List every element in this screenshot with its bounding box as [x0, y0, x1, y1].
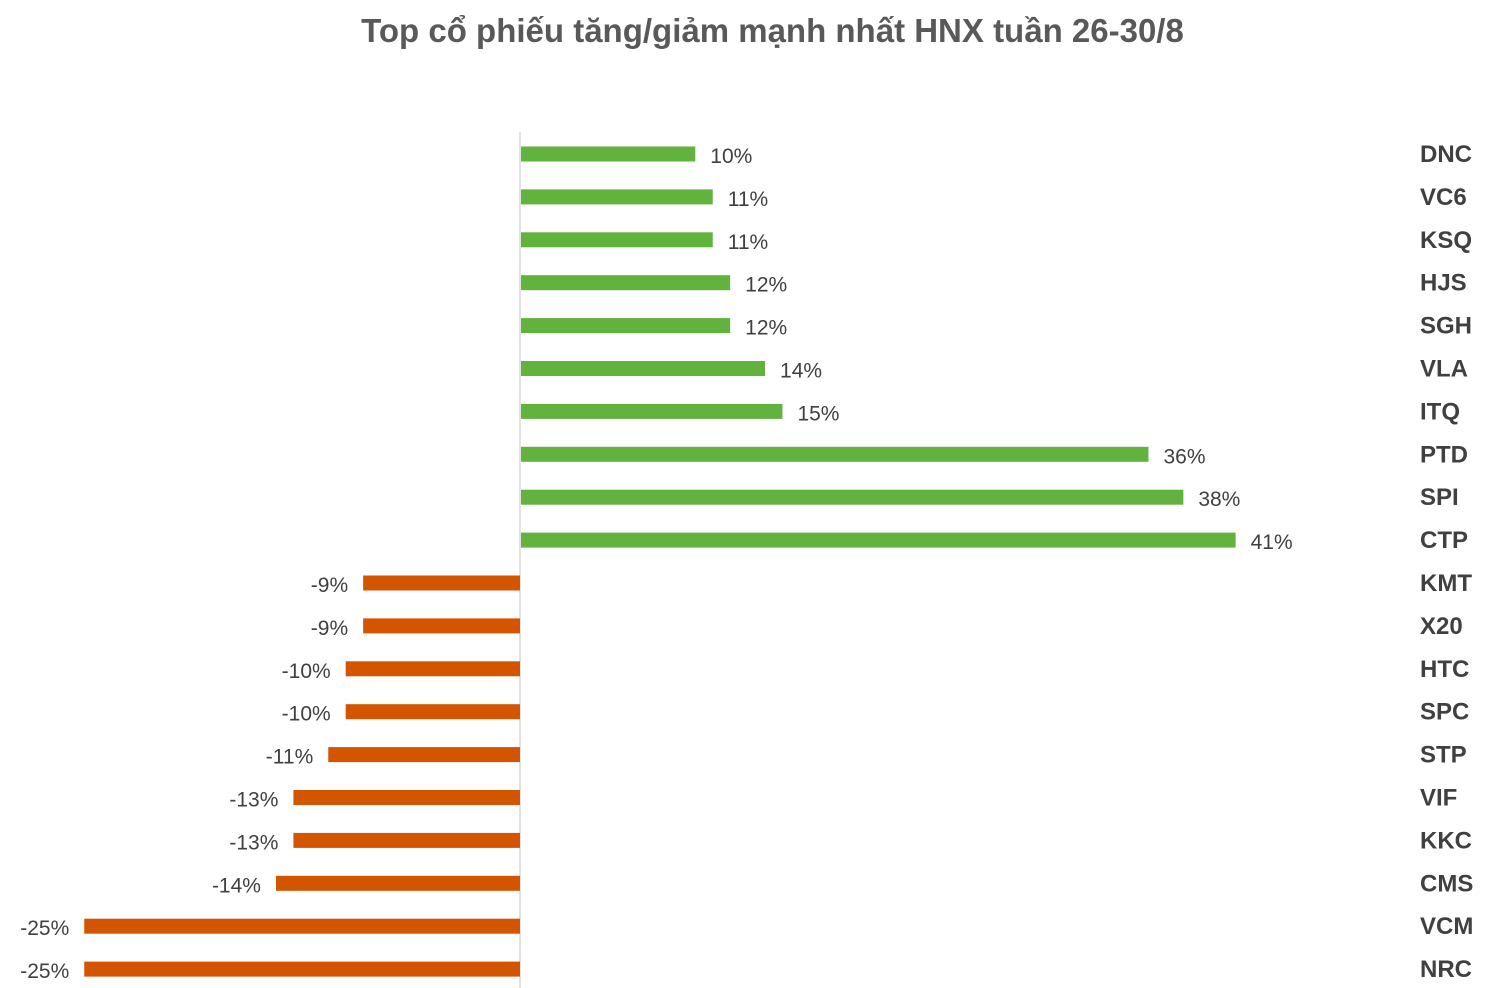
category-label-nrc: NRC [1420, 956, 1472, 983]
bar-kkc [293, 832, 520, 848]
bar-dnc [521, 146, 696, 162]
bar-htc [345, 661, 520, 677]
value-label-vcm: -25% [20, 917, 69, 940]
bar-vla [521, 361, 766, 376]
category-label-cms: CMS [1420, 870, 1473, 897]
category-label-sgh: SGH [1420, 313, 1472, 340]
value-label-ptd: 36% [1163, 445, 1205, 468]
category-label-spi: SPI [1420, 484, 1459, 511]
category-label-itq: ITQ [1420, 398, 1460, 425]
category-label-x20: X20 [1420, 613, 1463, 640]
category-label-vc6: VC6 [1420, 184, 1467, 211]
bar-sgh [521, 318, 731, 334]
bar-vif [293, 790, 520, 805]
bar-vc6 [521, 189, 713, 205]
value-label-spi: 38% [1198, 488, 1240, 511]
category-label-ksq: KSQ [1420, 227, 1472, 254]
category-label-htc: HTC [1420, 656, 1469, 683]
chart-title: Top cổ phiếu tăng/giảm mạnh nhất HNX tuầ… [361, 12, 1184, 49]
value-label-kkc: -13% [229, 831, 278, 854]
value-label-kmt: -9% [311, 574, 348, 597]
value-label-sgh: 12% [745, 317, 787, 340]
bar-ptd [521, 446, 1149, 462]
category-label-kmt: KMT [1420, 570, 1472, 597]
category-label-vif: VIF [1420, 785, 1457, 812]
value-label-vif: -13% [229, 789, 278, 812]
bar-x20 [363, 618, 520, 634]
bar-ksq [521, 232, 713, 248]
bar-ctp [521, 532, 1236, 548]
bar-hjs [521, 275, 731, 291]
bar-itq [521, 403, 783, 419]
bar-vcm [84, 918, 520, 934]
bar-stp [328, 747, 520, 763]
bar-cms [275, 875, 520, 891]
bar-kmt [363, 575, 520, 591]
value-label-vc6: 11% [728, 188, 768, 211]
value-label-x20: -9% [311, 617, 348, 640]
value-label-ksq: 11% [728, 231, 768, 254]
value-label-nrc: -25% [20, 960, 69, 983]
value-label-dnc: 10% [710, 145, 752, 168]
value-label-itq: 15% [797, 402, 839, 425]
value-label-htc: -10% [282, 660, 331, 683]
category-label-kkc: KKC [1420, 827, 1472, 854]
value-label-stp: -11% [266, 746, 313, 769]
category-label-vcm: VCM [1420, 913, 1473, 940]
category-label-hjs: HJS [1420, 270, 1467, 297]
category-label-stp: STP [1420, 742, 1467, 769]
value-label-cms: -14% [212, 874, 261, 897]
category-label-vla: VLA [1420, 356, 1468, 383]
value-label-spc: -10% [282, 703, 331, 726]
category-label-ctp: CTP [1420, 527, 1468, 554]
bar-spc [345, 704, 520, 720]
category-label-dnc: DNC [1420, 141, 1472, 168]
category-label-spc: SPC [1420, 699, 1469, 726]
value-label-ctp: 41% [1251, 531, 1293, 554]
value-label-vla: 14% [780, 360, 822, 383]
bar-spi [521, 489, 1184, 505]
bar-nrc [84, 961, 520, 977]
category-label-ptd: PTD [1420, 441, 1468, 468]
value-label-hjs: 12% [745, 274, 787, 297]
